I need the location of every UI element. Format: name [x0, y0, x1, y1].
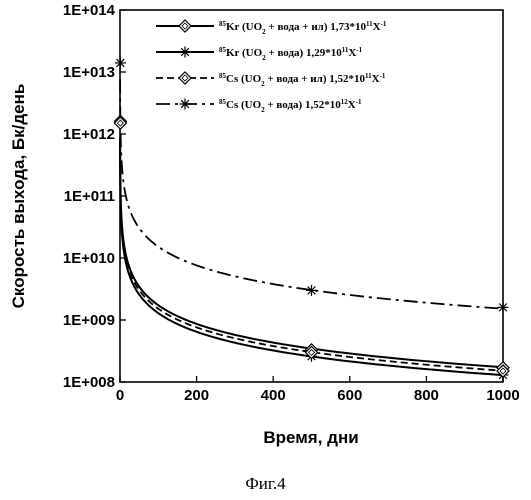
y-axis-label: Скорость выхода, Бк/день [9, 84, 28, 309]
y-tick-label: 1E+009 [63, 312, 115, 329]
series-line-3 [120, 141, 503, 370]
series-line-1 [120, 138, 503, 367]
series-line-4 [120, 79, 503, 308]
legend-entry-2: 85Kr (UO2 + вода) 1,29*1011X-1 [219, 46, 363, 62]
x-tick-label: 0 [116, 387, 124, 404]
plot-frame [120, 10, 503, 382]
legend-entry-1: 85Kr (UO2 + вода + ил) 1,73*1011X-1 [219, 20, 387, 36]
series-lines [120, 79, 503, 375]
legend-swatch-marker [180, 99, 191, 110]
series-line-2 [120, 146, 503, 375]
y-tick-label: 1E+010 [63, 250, 115, 267]
y-tick-label: 1E+013 [63, 64, 115, 81]
legend-entry-3: 85Cs (UO2 + вода + ил) 1,52*1011X-1 [219, 72, 386, 88]
legend: 85Kr (UO2 + вода + ил) 1,73*1011X-1 85Kr … [156, 20, 387, 114]
legend-entry-4: 85Cs (UO2 + вода) 1,52*1012X-1 [219, 98, 362, 114]
series-4-marker [306, 285, 317, 296]
series-4-marker [498, 302, 509, 313]
x-tick-label: 400 [261, 387, 286, 404]
x-tick-label: 600 [337, 387, 362, 404]
legend-swatch-marker [179, 20, 191, 32]
figure-caption: Фиг.4 [0, 474, 531, 494]
y-tick-label: 1E+014 [63, 2, 116, 19]
x-tick-label: 1000 [486, 387, 519, 404]
x-tick-label: 200 [184, 387, 209, 404]
legend-swatch-marker [179, 72, 191, 84]
axis-ticks: 0 200 400 600 800 1000 1E+008 1E+009 1E+010 1E+01… [63, 2, 520, 404]
y-tick-label: 1E+011 [64, 188, 115, 205]
y-tick-label: 1E+012 [63, 126, 115, 143]
x-axis-label: Время, дни [263, 428, 358, 447]
series-2-marker [115, 57, 126, 68]
y-tick-label: 1E+008 [63, 374, 115, 391]
legend-swatch-marker [180, 47, 191, 58]
x-tick-label: 800 [414, 387, 439, 404]
